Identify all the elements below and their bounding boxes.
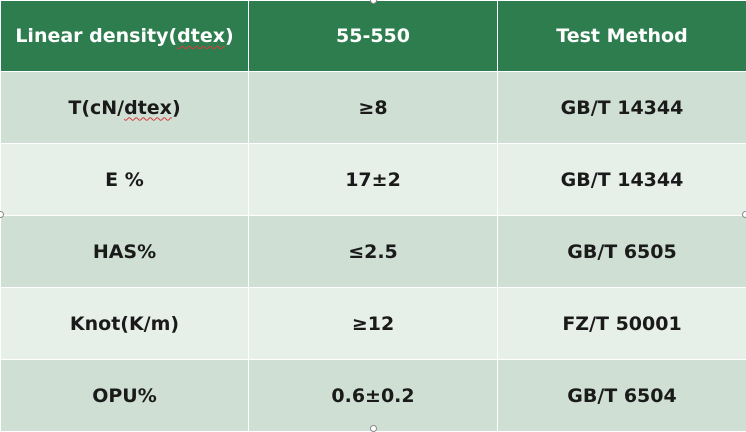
- method-cell[interactable]: GB/T 14344: [498, 144, 746, 216]
- value-text: ≥12: [352, 313, 394, 335]
- table-row: E % 17±2 GB/T 14344: [1, 144, 746, 216]
- property-cell[interactable]: OPU%: [1, 360, 249, 432]
- method-text: GB/T 14344: [561, 169, 684, 191]
- method-cell[interactable]: GB/T 6504: [498, 360, 746, 432]
- method-text: GB/T 6505: [567, 241, 676, 263]
- value-cell[interactable]: 17±2: [249, 144, 498, 216]
- value-cell[interactable]: 0.6±0.2: [249, 360, 498, 432]
- method-cell[interactable]: GB/T 14344: [498, 72, 746, 144]
- property-text: HAS%: [93, 241, 156, 263]
- header-cell-linear-density[interactable]: Linear density(dtex): [1, 1, 249, 72]
- value-cell[interactable]: ≥12: [249, 288, 498, 360]
- header-linear-density-suffix: ): [225, 25, 234, 47]
- property-tenacity-suffix: ): [172, 97, 181, 119]
- table-row: OPU% 0.6±0.2 GB/T 6504: [1, 360, 746, 432]
- method-text: GB/T 6504: [567, 385, 676, 407]
- method-text: FZ/T 50001: [562, 313, 681, 335]
- value-cell[interactable]: ≥8: [249, 72, 498, 144]
- header-row: Linear density(dtex) 55-550 Test Method: [1, 1, 746, 72]
- method-cell[interactable]: FZ/T 50001: [498, 288, 746, 360]
- header-cell-test-method[interactable]: Test Method: [498, 1, 746, 72]
- table-row: HAS% ≤2.5 GB/T 6505: [1, 216, 746, 288]
- value-text: 0.6±0.2: [331, 385, 414, 407]
- value-cell[interactable]: ≤2.5: [249, 216, 498, 288]
- method-cell[interactable]: GB/T 6505: [498, 216, 746, 288]
- property-text: Knot(K/m): [70, 313, 179, 335]
- property-cell[interactable]: HAS%: [1, 216, 249, 288]
- header-linear-density-prefix: Linear density(: [15, 25, 177, 47]
- header-cell-range[interactable]: 55-550: [249, 1, 498, 72]
- property-cell[interactable]: E %: [1, 144, 249, 216]
- property-cell[interactable]: Knot(K/m): [1, 288, 249, 360]
- method-text: GB/T 14344: [561, 97, 684, 119]
- property-cell[interactable]: T(cN/dtex): [1, 72, 249, 144]
- value-text: ≤2.5: [348, 241, 398, 263]
- table-row: T(cN/dtex) ≥8 GB/T 14344: [1, 72, 746, 144]
- header-test-method-label: Test Method: [556, 25, 687, 47]
- value-text: ≥8: [358, 97, 387, 119]
- header-range-label: 55-550: [336, 25, 410, 47]
- property-tenacity-prefix: T(cN/: [68, 97, 124, 119]
- resize-handle-right[interactable]: [742, 211, 746, 218]
- table-row: Knot(K/m) ≥12 FZ/T 50001: [1, 288, 746, 360]
- value-text: 17±2: [345, 169, 401, 191]
- property-text: OPU%: [92, 385, 157, 407]
- property-text: E %: [105, 169, 144, 191]
- property-tenacity-unit: dtex: [124, 97, 172, 119]
- header-linear-density-unit: dtex: [177, 25, 225, 47]
